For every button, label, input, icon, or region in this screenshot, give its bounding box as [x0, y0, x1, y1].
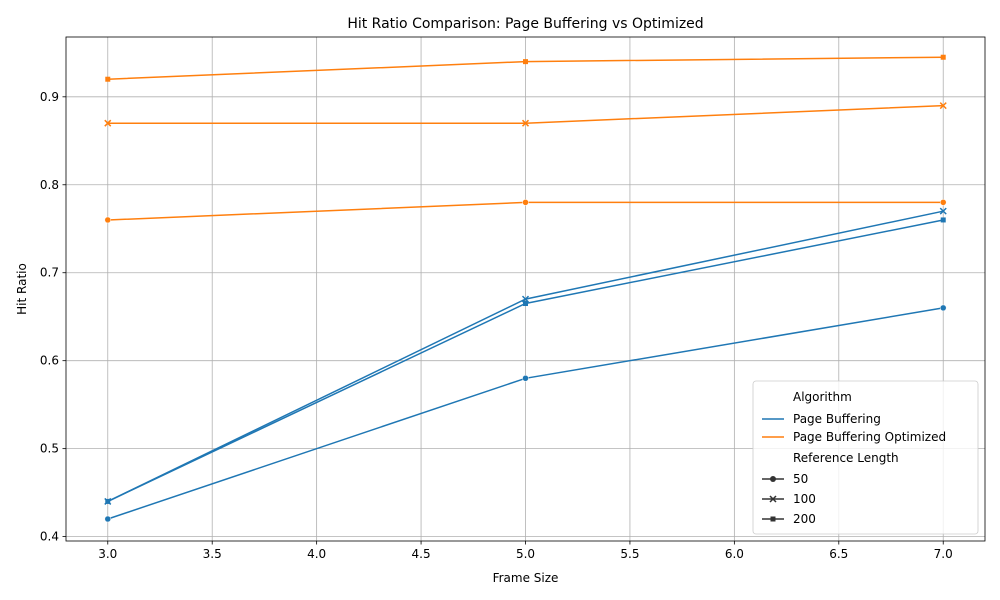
y-tick-label: 0.9: [40, 90, 59, 104]
legend: Algorithm Page Buffering Page Buffering …: [752, 380, 979, 535]
data-point: [939, 102, 947, 110]
y-axis-label: Hit Ratio: [15, 263, 29, 315]
y-tick-label: 0.6: [40, 354, 59, 368]
series-layer: [104, 54, 947, 523]
x-tick-label: 4.5: [412, 547, 431, 561]
legend-label-page-buffering-optimized: Page Buffering Optimized: [793, 430, 946, 444]
chart-title: Hit Ratio Comparison: Page Buffering vs …: [347, 16, 703, 32]
data-point: [521, 119, 530, 127]
legend-label-ref-100: 100: [793, 492, 816, 506]
data-point: [104, 515, 112, 523]
legend-title-reference-length: Reference Length: [793, 451, 899, 465]
x-tick-label: 6.5: [829, 547, 848, 561]
series-page-buffering-optimized-ref-50: [104, 199, 947, 224]
data-point: [939, 207, 947, 215]
legend-label-ref-50: 50: [793, 472, 808, 486]
data-point: [105, 76, 111, 82]
x-tick-label: 3.5: [203, 547, 222, 561]
series-page-buffering-ref-50: [104, 304, 947, 523]
series-page-buffering-ref-200: [105, 217, 946, 504]
data-point: [522, 375, 529, 382]
data-point: [939, 199, 947, 206]
legend-label-page-buffering: Page Buffering: [793, 412, 881, 426]
y-tick-label: 0.7: [40, 266, 59, 280]
legend-marker-x: [769, 495, 777, 503]
legend-title-algorithm: Algorithm: [793, 390, 852, 404]
x-tick-label: 3.0: [98, 547, 117, 561]
data-point: [523, 59, 528, 65]
legend-label-ref-200: 200: [793, 512, 816, 526]
data-point: [940, 54, 946, 60]
x-axis-label: Frame Size: [493, 571, 559, 585]
data-point: [940, 217, 946, 223]
x-tick-label: 7.0: [934, 547, 953, 561]
series-page-buffering-optimized-ref-100: [104, 102, 947, 127]
data-point: [105, 498, 111, 504]
y-tick-label: 0.5: [40, 442, 59, 456]
axes: 3.0 3.5 4.0 4.5 5.0 5.5 6.0 6.5 7.0 0.4 0.5 0.6 0.7 0…: [40, 90, 953, 561]
data-point: [523, 301, 528, 307]
x-tick-label: 6.0: [725, 547, 744, 561]
x-tick-label: 5.0: [516, 547, 535, 561]
data-point: [104, 119, 112, 127]
data-point: [522, 199, 529, 206]
series-page-buffering-optimized-ref-200: [105, 54, 946, 82]
y-tick-label: 0.4: [40, 530, 59, 544]
x-tick-label: 5.5: [620, 547, 639, 561]
data-point: [939, 304, 947, 312]
legend-frame: [752, 380, 979, 535]
legend-marker-circle: [770, 476, 776, 482]
legend-marker-square: [770, 516, 776, 522]
x-tick-label: 4.0: [307, 547, 326, 561]
y-tick-label: 0.8: [40, 178, 59, 192]
data-point: [104, 216, 112, 224]
